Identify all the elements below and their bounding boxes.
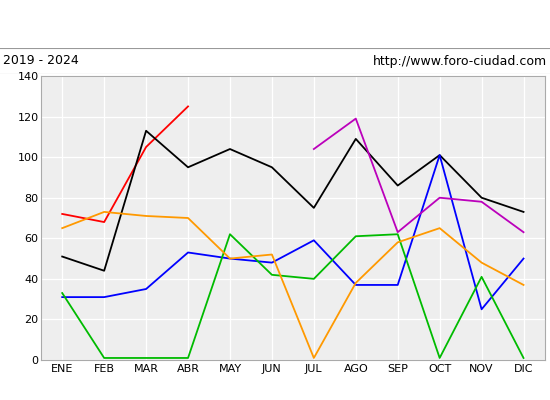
Text: Evolucion Nº Turistas Extranjeros en el municipio de Ulea: Evolucion Nº Turistas Extranjeros en el … <box>45 16 505 32</box>
Text: http://www.foro-ciudad.com: http://www.foro-ciudad.com <box>373 54 547 68</box>
Text: 2019 - 2024: 2019 - 2024 <box>3 54 79 68</box>
